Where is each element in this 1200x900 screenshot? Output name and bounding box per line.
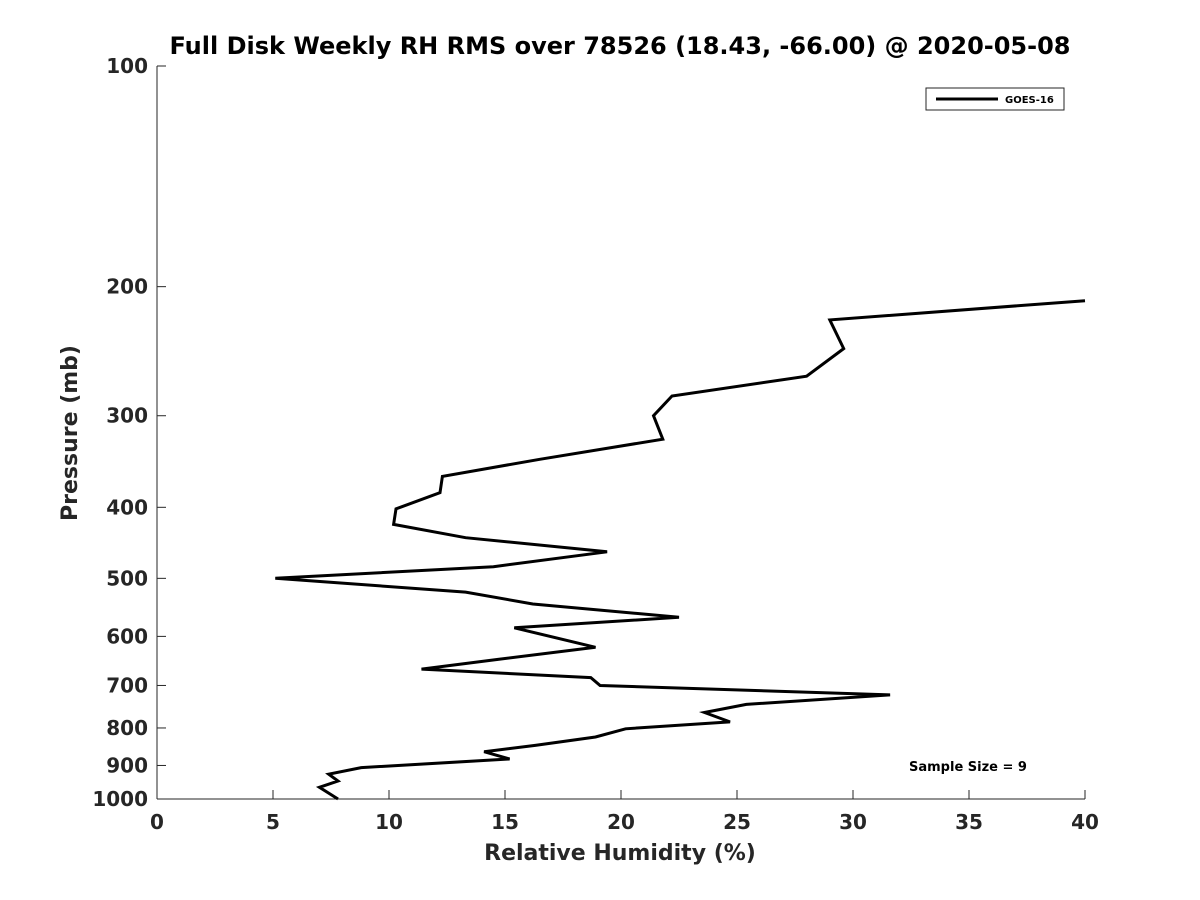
x-tick-label: 30 (839, 810, 867, 834)
legend-label: GOES-16 (1005, 95, 1054, 106)
x-tick-label: 20 (607, 810, 635, 834)
y-tick-label: 600 (106, 624, 148, 648)
y-tick-label: 500 (106, 566, 148, 590)
axes: 0 5 10 15 20 25 30 35 40 100 200 300 400 500 600 700 800… (92, 54, 1099, 834)
sample-size-annotation: Sample Size = 9 (909, 760, 1027, 775)
y-tick-label: 700 (106, 673, 148, 697)
y-tick-label: 1000 (92, 787, 148, 811)
y-tick-label: 400 (106, 495, 148, 519)
y-tick-label: 800 (106, 716, 148, 740)
y-tick-label: 300 (106, 404, 148, 428)
legend: GOES-16 (925, 87, 1065, 111)
series-layer (275, 299, 1086, 801)
chart-title: Full Disk Weekly RH RMS over 78526 (18.4… (169, 32, 1070, 60)
y-tick-label: 100 (106, 54, 148, 78)
y-tick-label: 200 (106, 275, 148, 299)
x-tick-label: 10 (375, 810, 403, 834)
y-axis-label: Pressure (mb) (58, 345, 83, 521)
series-line-goes-16 (275, 299, 1086, 801)
x-tick-label: 35 (955, 810, 983, 834)
x-axis-label: Relative Humidity (%) (484, 841, 756, 866)
x-tick-label: 0 (150, 810, 164, 834)
y-tick-label: 900 (106, 753, 148, 777)
x-tick-label: 15 (491, 810, 519, 834)
x-tick-label: 25 (723, 810, 751, 834)
x-tick-label: 5 (266, 810, 280, 834)
x-tick-label: 40 (1071, 810, 1099, 834)
